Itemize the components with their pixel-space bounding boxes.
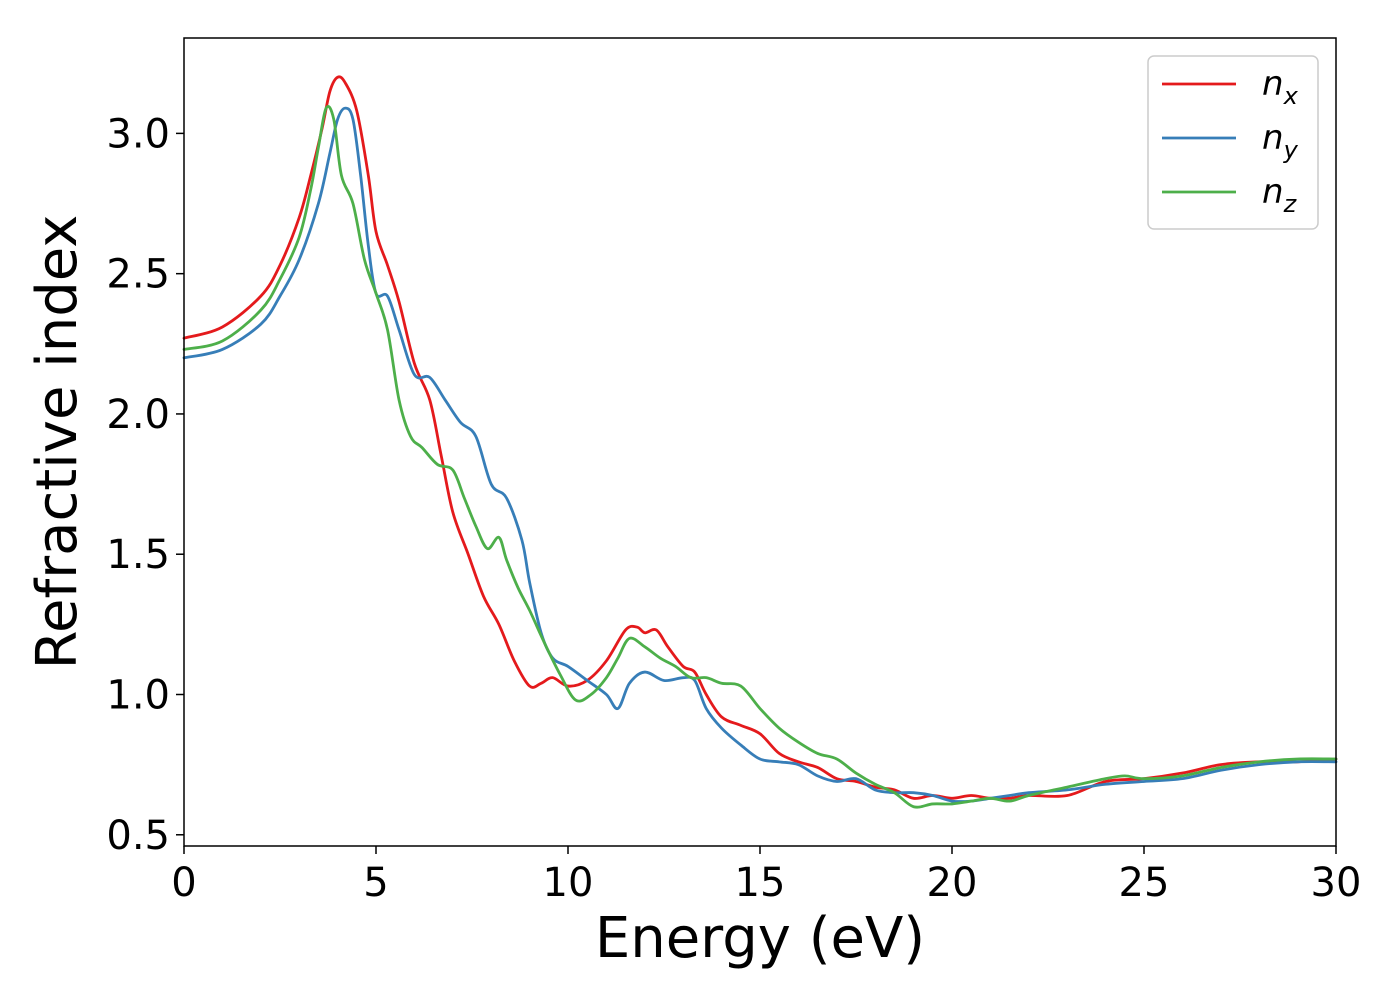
x-tick-label: 20 — [927, 860, 978, 906]
y-axis-title: Refractive index — [25, 215, 90, 670]
legend-label-subscript: y — [1283, 136, 1299, 164]
y-tick-label: 1.5 — [106, 532, 170, 578]
legend-label-subscript: x — [1283, 82, 1299, 110]
y-tick-label: 2.0 — [106, 392, 170, 438]
x-tick-label: 10 — [543, 860, 594, 906]
legend-box — [1147, 55, 1319, 230]
x-tick-label: 5 — [363, 860, 388, 906]
legend-label-subscript: z — [1283, 190, 1298, 218]
legend-label-main: n — [1262, 118, 1284, 158]
x-tick-label: 30 — [1311, 860, 1362, 906]
x-axis-ticks: 0 5 10 15 20 25 30 — [171, 846, 1361, 906]
x-tick-label: 25 — [1119, 860, 1170, 906]
legend-label-main: n — [1262, 64, 1284, 104]
x-axis-title: Energy (eV) — [595, 906, 925, 971]
legend-label-x: nx — [1262, 64, 1299, 110]
series-line-z — [182, 104, 1338, 809]
y-tick-label: 3.0 — [106, 111, 170, 157]
legend-label-main: n — [1262, 172, 1284, 212]
legend-label-y: ny — [1262, 118, 1299, 164]
legend-label-z: nz — [1262, 172, 1298, 218]
y-tick-label: 0.5 — [106, 813, 170, 859]
y-axis-ticks: 0.5 1.0 1.5 2.0 2.5 3.0 — [106, 111, 184, 859]
y-tick-label: 1.0 — [106, 673, 170, 719]
y-tick-label: 2.5 — [106, 252, 170, 298]
x-tick-label: 0 — [171, 860, 196, 906]
plot-lines — [182, 75, 1338, 809]
x-tick-label: 15 — [735, 860, 786, 906]
